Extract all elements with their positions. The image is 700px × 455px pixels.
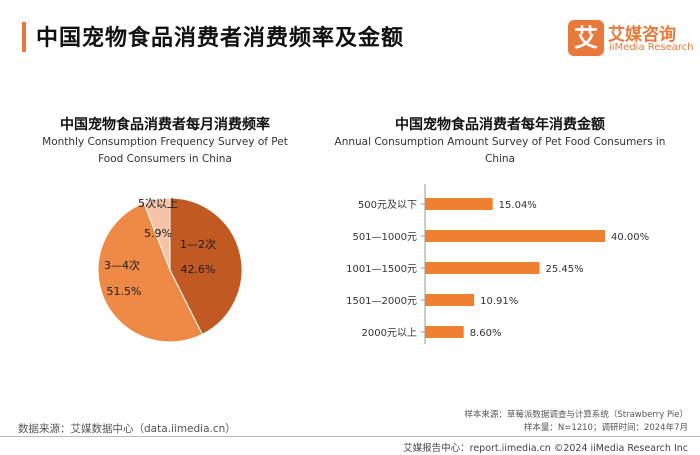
pie-slice-0 (169, 197, 243, 336)
title-accent-bar (22, 22, 26, 52)
brand-name-en: iiMedia Research (609, 42, 694, 53)
bar-4 (425, 326, 464, 338)
bar-chart: 500元及以下 15.04% 501—1000元 40.00% 1001—1500元 25… (346, 184, 649, 344)
sample-size: 样本量：N=1210；调研时间：2024年7月 (523, 423, 688, 433)
brand-badge-icon: 艾 (568, 20, 604, 56)
bar-value-label-4: 8.60% (470, 328, 502, 339)
bar-value-label-1: 40.00% (611, 232, 649, 243)
bar-3 (425, 294, 475, 306)
pie-slice-2 (143, 197, 171, 271)
data-source: 数据来源：艾媒数据中心（data.iimedia.cn） (18, 423, 236, 435)
bar-0 (425, 198, 493, 210)
bar-value-label-0: 15.04% (499, 200, 537, 211)
bar-chart-title: 中国宠物食品消费者每年消费金额 (395, 117, 605, 133)
pie-value-label-1: 51.5% (107, 285, 142, 298)
bar-category-label-4: 2000元以上 (362, 327, 417, 339)
bar-value-label-3: 10.91% (480, 296, 518, 307)
bar-chart-subtitle: Annual Consumption Amount Survey of Pet … (334, 136, 666, 165)
bar-category-label-2: 1001—1500元 (346, 264, 417, 275)
bar-category-label-1: 501—1000元 (352, 232, 417, 243)
footer-divider (0, 436, 700, 437)
bar-category-label-0: 500元及以下 (358, 199, 417, 211)
pie-value-label-2: 5.9% (144, 227, 172, 240)
bar-2 (425, 262, 540, 274)
footer-text: 艾媒报告中心：report.iimedia.cn ©2024 iiMedia R… (403, 443, 688, 454)
pie-slice-1 (97, 202, 203, 343)
sample-source: 样本来源：草莓派数据调查与计算系统（Strawberry Pie） (464, 410, 688, 420)
pie-chart: 1—2次 42.6% 3—4次 51.5% 5次以上 5.9% (97, 196, 243, 343)
page-title: 中国宠物食品消费者消费频率及金额 (36, 26, 405, 51)
pie-label-0: 1—2次 (180, 237, 216, 251)
brand-name-cn: 艾媒咨询 (608, 25, 676, 45)
bar-1 (425, 230, 605, 242)
pie-chart-subtitle: Monthly Consumption Frequency Survey of … (42, 136, 288, 165)
pie-value-label-0: 42.6% (181, 263, 216, 276)
pie-label-2: 5次以上 (138, 196, 178, 210)
pie-chart-title: 中国宠物食品消费者每月消费频率 (60, 117, 270, 133)
bar-value-label-2: 25.45% (546, 264, 584, 275)
pie-label-1: 3—4次 (104, 258, 140, 272)
brand-logo: 艾 艾媒咨询 iiMedia Research (568, 16, 694, 60)
bar-category-label-3: 1501—2000元 (346, 296, 417, 307)
